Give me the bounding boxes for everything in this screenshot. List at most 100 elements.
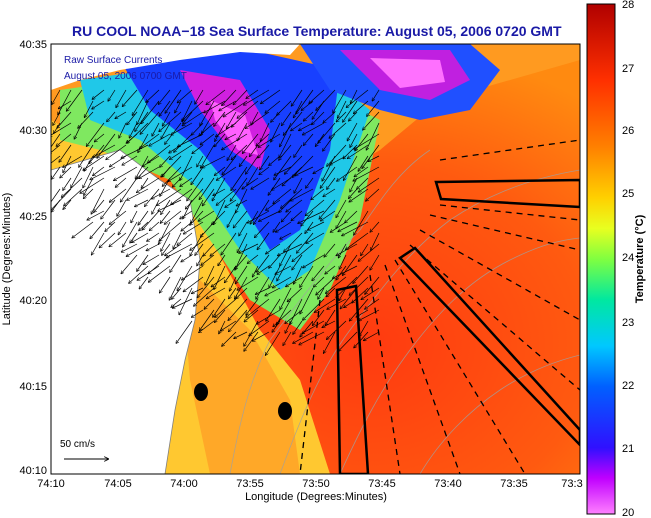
current-vector [255,221,270,237]
current-vector [222,155,237,175]
current-vector [182,265,204,280]
current-vector [296,89,314,114]
current-vector [316,276,336,295]
current-vector [159,111,182,131]
current-vector [336,243,358,255]
current-vector [142,155,160,166]
current-vector [105,221,116,231]
current-vector [139,276,149,289]
current-vector [260,155,270,170]
current-vector [171,122,193,135]
current-vector [294,144,303,157]
current-vector [176,320,193,343]
current-vector [300,320,314,337]
current-vector [299,122,314,131]
current-vector [162,111,171,126]
current-vector [284,232,303,252]
current-vector [308,221,325,230]
current-vector [357,177,369,189]
current-vector [72,221,94,238]
current-vector [67,89,83,111]
current-vector [225,199,237,207]
current-vector [291,188,314,201]
current-vector [106,144,127,160]
current-vector [206,89,226,104]
current-vector [292,243,314,261]
current-vector [51,133,61,148]
current-vector [236,287,248,298]
current-vector [303,298,325,320]
current-vector [227,144,237,160]
colorbar-tick-label: 25 [622,188,634,200]
current-vector [235,265,248,284]
current-vector [349,188,358,198]
current-vector [222,89,237,105]
current-vector [57,111,72,128]
current-vector [197,254,204,266]
current-vector [339,287,347,300]
current-vector [359,177,380,192]
current-vector [280,287,292,309]
current-vector [244,309,259,322]
y-tick-label: 40:30 [19,125,47,137]
current-vector [273,309,292,326]
current-vector [343,100,358,122]
current-vector [354,210,369,235]
current-vector [304,111,314,121]
current-vector [182,100,204,120]
current-vector [336,111,347,122]
current-vector [87,210,105,220]
current-vector [266,243,281,254]
current-vector [222,331,237,346]
current-vector [231,166,248,190]
current-vector [324,243,336,257]
current-vector [157,188,182,205]
current-vector [146,243,160,251]
current-vector [71,166,83,187]
current-vector [366,188,380,201]
current-vector [249,320,270,336]
current-vector [229,309,248,331]
current-vector [252,331,270,341]
map-panel: Raw Surface Currents August 05, 2006 070… [51,44,580,474]
current-vector [197,155,204,167]
current-vector [58,89,72,115]
current-vector [173,298,193,308]
current-vector [158,199,182,211]
current-vector [363,111,380,130]
current-vector [298,210,325,223]
current-vector [161,232,171,251]
land-sandy-hook [130,245,200,272]
current-vector [135,155,149,179]
current-vector [221,232,237,255]
current-vector [365,298,380,309]
current-vector [366,122,380,150]
current-vector [249,144,259,156]
current-vector [94,199,105,212]
current-vector [368,155,380,161]
current-vector [160,155,171,167]
current-vector [311,188,325,199]
current-vector [302,320,325,333]
current-vector [315,133,325,146]
current-vector [90,166,116,180]
current-vector [205,265,215,285]
scale-label: 50 cm/s [60,439,95,450]
current-vector [294,100,303,118]
current-vector [139,166,160,178]
current-vector [63,199,72,209]
current-vector [292,254,303,270]
current-vector [119,122,127,138]
current-vector [56,133,72,146]
current-vector [219,100,237,111]
land-new-jersey [51,150,200,474]
current-vector [158,89,171,104]
current-vector [358,155,369,171]
current-vector [137,100,149,124]
current-vector [346,232,369,249]
current-vector [152,122,160,136]
current-vector [211,276,226,287]
current-vector [276,221,292,232]
current-vector [303,122,325,135]
current-vector [349,276,369,295]
